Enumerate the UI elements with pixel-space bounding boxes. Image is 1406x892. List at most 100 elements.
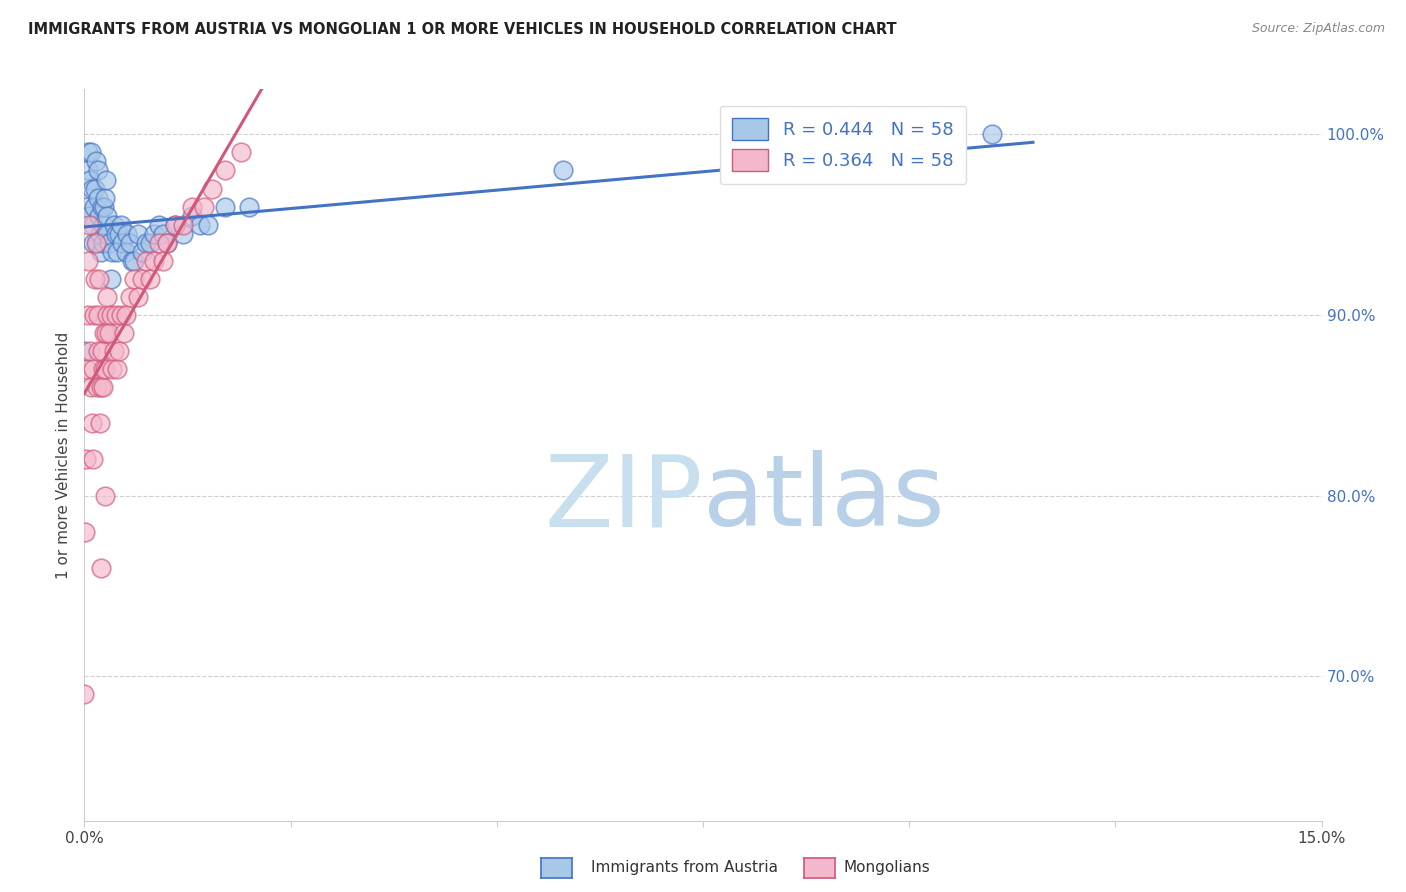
Point xyxy=(75,452,97,467)
Point xyxy=(82,362,104,376)
Point xyxy=(87,190,110,204)
Point xyxy=(156,235,179,250)
Point xyxy=(94,489,117,503)
Point xyxy=(105,244,128,259)
Point xyxy=(105,362,128,376)
Point xyxy=(96,227,118,241)
Point xyxy=(94,190,117,204)
Point xyxy=(79,209,101,223)
Point xyxy=(98,326,121,340)
Point xyxy=(165,218,187,232)
Legend: R = 0.444   N = 58, R = 0.364   N = 58: R = 0.444 N = 58, R = 0.364 N = 58 xyxy=(720,105,966,184)
Point xyxy=(86,163,108,178)
Point xyxy=(139,235,162,250)
Point xyxy=(76,362,98,376)
Point xyxy=(79,172,101,186)
Point xyxy=(82,218,104,232)
Point xyxy=(79,344,101,359)
Point xyxy=(100,308,122,322)
Point xyxy=(90,561,112,575)
Point xyxy=(94,362,117,376)
Point xyxy=(143,253,166,268)
Point xyxy=(96,209,118,223)
Point xyxy=(80,417,103,431)
Point xyxy=(201,181,224,195)
Point xyxy=(82,235,104,250)
Point xyxy=(117,227,139,241)
Point xyxy=(122,272,145,286)
Point xyxy=(101,244,124,259)
Point xyxy=(90,200,112,214)
Text: atlas: atlas xyxy=(703,450,945,548)
Point xyxy=(86,380,108,394)
Point xyxy=(96,308,118,322)
Point xyxy=(110,218,132,232)
Point xyxy=(75,524,97,539)
Point xyxy=(108,227,131,241)
Point xyxy=(94,172,117,186)
Point xyxy=(135,253,157,268)
Point xyxy=(197,218,219,232)
Point xyxy=(148,235,170,250)
Point xyxy=(90,344,112,359)
Point xyxy=(122,253,145,268)
Point xyxy=(238,200,260,214)
Point xyxy=(156,235,179,250)
Text: Source: ZipAtlas.com: Source: ZipAtlas.com xyxy=(1251,22,1385,36)
Point xyxy=(135,235,157,250)
Point xyxy=(118,235,141,250)
Text: Mongolians: Mongolians xyxy=(844,860,931,874)
Point xyxy=(127,227,149,241)
Point xyxy=(90,380,112,394)
Point xyxy=(76,145,98,160)
Point xyxy=(89,272,111,286)
Point xyxy=(80,181,103,195)
Point xyxy=(112,326,135,340)
Point xyxy=(73,687,96,701)
Point xyxy=(229,145,252,160)
Point xyxy=(152,253,174,268)
Point xyxy=(104,308,127,322)
Point xyxy=(214,163,236,178)
Point xyxy=(131,244,153,259)
Point xyxy=(84,272,107,286)
Point xyxy=(90,244,112,259)
Point xyxy=(83,200,105,214)
Point xyxy=(89,417,111,431)
Point xyxy=(86,344,108,359)
Point xyxy=(103,344,125,359)
Point xyxy=(80,145,103,160)
Point xyxy=(93,200,115,214)
Text: Immigrants from Austria: Immigrants from Austria xyxy=(591,860,778,874)
Point xyxy=(91,362,114,376)
Point xyxy=(100,272,122,286)
Point xyxy=(118,290,141,304)
Point xyxy=(103,218,125,232)
Point xyxy=(551,163,574,178)
Point xyxy=(121,253,143,268)
Point xyxy=(108,344,131,359)
Point xyxy=(104,227,127,241)
Point xyxy=(188,218,211,232)
Point xyxy=(87,308,110,322)
Point xyxy=(111,235,134,250)
Point xyxy=(80,380,103,394)
Point xyxy=(980,128,1002,142)
Point xyxy=(143,227,166,241)
Text: ZIP: ZIP xyxy=(544,450,703,548)
Point xyxy=(114,244,136,259)
Point xyxy=(98,235,121,250)
Point xyxy=(91,380,114,394)
Point xyxy=(110,308,132,322)
Point xyxy=(152,227,174,241)
Text: IMMIGRANTS FROM AUSTRIA VS MONGOLIAN 1 OR MORE VEHICLES IN HOUSEHOLD CORRELATION: IMMIGRANTS FROM AUSTRIA VS MONGOLIAN 1 O… xyxy=(28,22,897,37)
Point xyxy=(148,218,170,232)
Point xyxy=(84,181,107,195)
Point xyxy=(172,218,194,232)
Point xyxy=(89,209,111,223)
Point xyxy=(89,227,111,241)
Point xyxy=(91,235,114,250)
Point xyxy=(94,326,117,340)
Point xyxy=(73,344,96,359)
Point xyxy=(214,200,236,214)
